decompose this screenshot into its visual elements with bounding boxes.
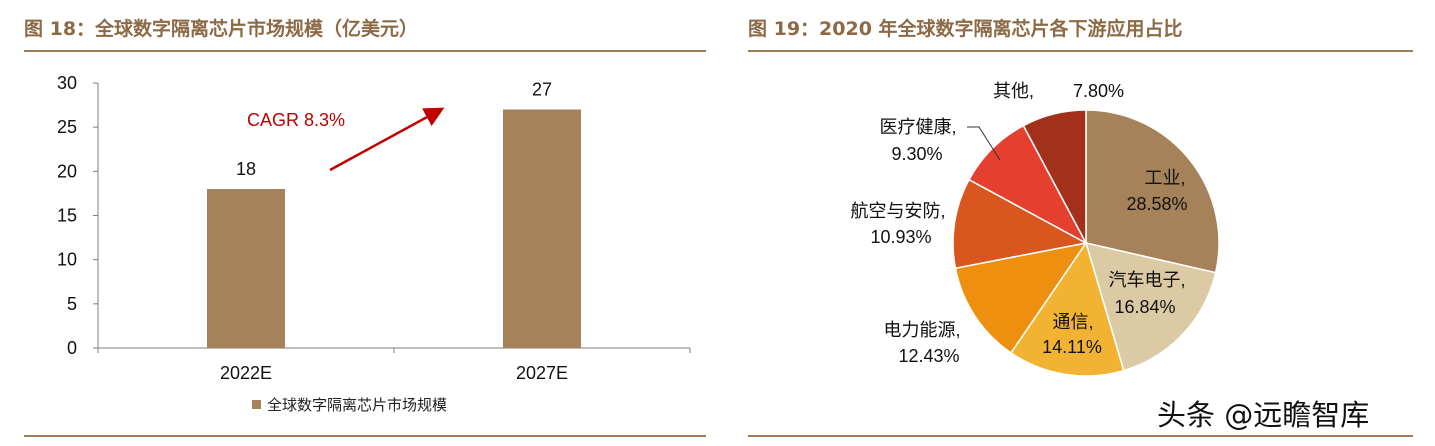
pie-label-name: 汽车电子, [1108, 270, 1185, 290]
pie-label-name: 其他, [993, 81, 1034, 101]
bar-2027E [503, 109, 581, 348]
pie-label-name: 医疗健康, [879, 117, 956, 137]
pie-label-value: 10.93% [870, 227, 931, 247]
pie-slice-4 [952, 178, 1089, 270]
legend-swatch [252, 400, 261, 409]
pie-label-value: 9.30% [891, 144, 942, 164]
pie-leader-line [967, 126, 1001, 161]
pie-bottom-rule [748, 435, 1413, 437]
pie-title-rule [748, 50, 1413, 52]
bar-chart-title: 图 18：全球数字隔离芯片市场规模（亿美元） [24, 18, 419, 40]
watermark: 头条 @远瞻智库 [1157, 398, 1370, 432]
legend-label: 全球数字隔离芯片市场规模 [267, 396, 447, 414]
y-tick-label: 0 [67, 338, 77, 358]
pie-slice-2 [1009, 241, 1125, 377]
pie-slice-0 [1085, 109, 1220, 274]
pie-label-value: 16.84% [1114, 297, 1175, 317]
pie-label-value: 7.80% [1073, 81, 1124, 101]
pie-label-name: 工业, [1144, 168, 1185, 188]
cagr-arrow [329, 107, 445, 172]
x-tick-label: 2027E [516, 363, 568, 383]
bar-title-rule [24, 50, 706, 52]
pie-label-name: 航空与安防, [850, 201, 945, 221]
pie-label-value: 12.43% [898, 346, 959, 366]
y-tick-label: 15 [57, 206, 77, 226]
pie-label-value: 28.58% [1126, 194, 1187, 214]
x-tick-label: 2022E [220, 363, 272, 383]
pie-slice-1 [1084, 241, 1217, 372]
y-tick-label: 25 [57, 117, 77, 137]
pie-label-value: 14.11% [1042, 337, 1102, 357]
bar-bottom-rule [24, 435, 706, 437]
pie-label-name: 通信, [1052, 312, 1093, 332]
cagr-label: CAGR 8.3% [247, 110, 345, 130]
y-tick-label: 20 [57, 161, 77, 181]
y-tick-label: 30 [57, 73, 77, 93]
pie-slice-3 [954, 241, 1088, 354]
pie-slice-6 [1022, 109, 1087, 244]
bar-value-label: 18 [236, 159, 256, 179]
y-tick-label: 5 [67, 294, 77, 314]
bar-2022E [207, 189, 285, 348]
pie-chart-title: 图 19：2020 年全球数字隔离芯片各下游应用占比 [748, 18, 1183, 40]
bar-value-label: 27 [532, 80, 552, 100]
y-tick-label: 10 [57, 250, 77, 270]
pie-label-name: 电力能源, [883, 320, 960, 340]
